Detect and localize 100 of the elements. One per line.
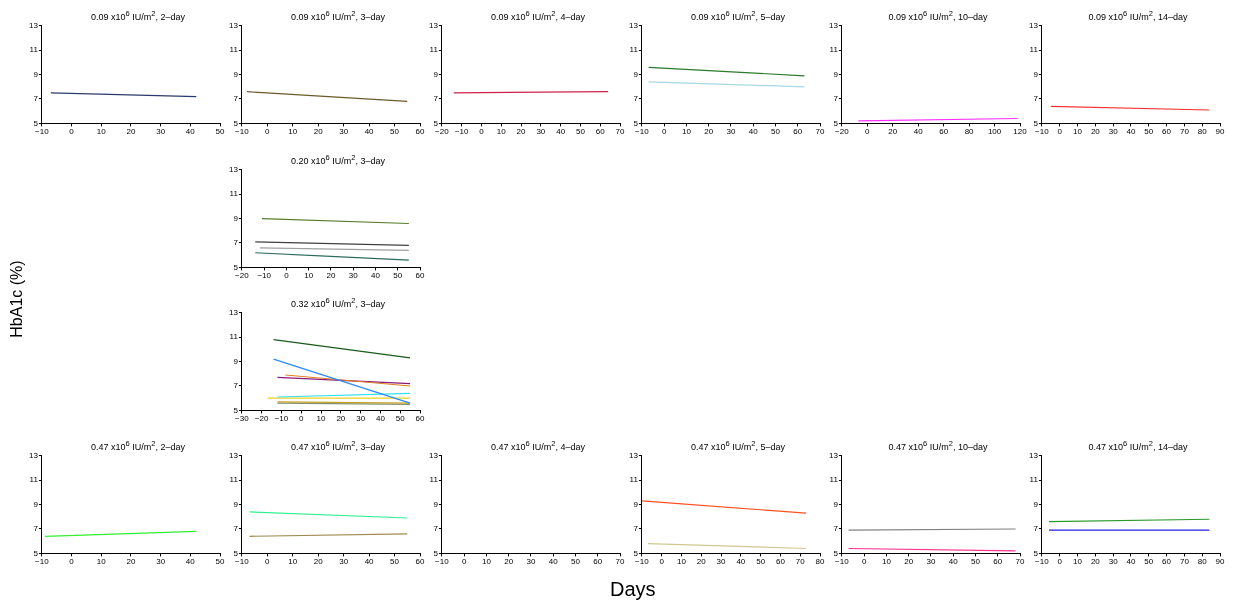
chart-title: 0.09 x10$^{6}$ IU/m$^{2}$, 10–day xyxy=(887,8,989,23)
x-tick-label: 0 xyxy=(461,557,467,567)
y-tick-label: 11 xyxy=(1029,45,1039,55)
y-tick-label: 9 xyxy=(1033,499,1039,509)
y-tick-label: 11 xyxy=(829,475,839,485)
chart-title: 0.09 x10$^{6}$ IU/m$^{2}$, 5–day xyxy=(690,8,786,23)
y-tick-label: 11 xyxy=(229,189,239,199)
x-tick-label: 20 xyxy=(888,127,898,137)
y-tick-label: 5 xyxy=(433,118,439,128)
x-tick-label: 40 xyxy=(548,557,559,567)
y-tick-label: 5 xyxy=(633,118,639,128)
x-tick-label: 30 xyxy=(156,127,166,137)
y-tick-label: 13 xyxy=(828,21,839,30)
chart-title: 0.09 x10$^{6}$ IU/m$^{2}$, 14–day xyxy=(1087,8,1189,23)
text: Days xyxy=(610,578,656,601)
x-tick-label: 0 xyxy=(661,127,667,137)
x-tick-label: 0 xyxy=(69,557,75,567)
x-tick-label: −20 xyxy=(835,127,850,137)
x-tick-label: 20 xyxy=(1090,557,1101,567)
y-tick-label: 7 xyxy=(233,524,239,534)
y-tick-label: 9 xyxy=(1033,69,1039,79)
x-tick-label: 60 xyxy=(775,557,786,567)
x-tick-label: 10 xyxy=(316,414,327,424)
y-tick-label: 5 xyxy=(33,548,39,558)
y-tick-label: 13 xyxy=(428,451,439,460)
x-tick-label: 40 xyxy=(1126,557,1136,567)
y-tick-label: 5 xyxy=(1033,118,1039,128)
x-tick-label: 70 xyxy=(1179,127,1190,137)
x-tick-label: 70 xyxy=(615,557,625,567)
y-tick-label: 13 xyxy=(428,21,439,30)
x-tick-label: 0 xyxy=(865,127,871,137)
x-tick-label: 80 xyxy=(1197,127,1208,137)
x-tick-label: 10 xyxy=(1073,557,1083,567)
x-tick-label: 90 xyxy=(1215,127,1225,137)
y-tick-label: 9 xyxy=(433,499,439,509)
y-tick-label: 11 xyxy=(1029,475,1039,485)
x-tick-label: 50 xyxy=(215,557,225,567)
y-tick-label: 13 xyxy=(228,165,239,174)
y-tick-label: 11 xyxy=(29,475,39,485)
y-tick-label: 9 xyxy=(233,69,239,79)
y-tick-label: 13 xyxy=(828,451,839,460)
x-tick-label: −20 xyxy=(254,414,270,424)
x-tick-label: −20 xyxy=(435,127,450,137)
x-tick-label: 40 xyxy=(364,557,375,567)
y-tick-label: 11 xyxy=(629,45,639,55)
x-tick-label: 30 xyxy=(356,414,366,424)
x-tick-label: 20 xyxy=(704,127,714,137)
x-tick-label: −10 xyxy=(1035,127,1050,137)
x-tick-label: −20 xyxy=(235,271,250,281)
x-tick-label: −10 xyxy=(35,557,50,567)
y-tick-label: 13 xyxy=(628,21,639,30)
x-tick-label: 20 xyxy=(904,557,914,567)
y-tick-label: 7 xyxy=(33,94,39,104)
x-tick-label: 60 xyxy=(415,414,425,424)
x-tick-label: 50 xyxy=(756,557,766,567)
x-tick-label: 80 xyxy=(815,557,825,567)
y-tick-label: 11 xyxy=(429,45,439,55)
x-tick-label: 10 xyxy=(496,127,507,137)
y-tick-label: 5 xyxy=(233,262,239,272)
x-tick-label: 40 xyxy=(913,127,924,137)
y-tick-label: 7 xyxy=(633,94,639,104)
x-tick-label: 10 xyxy=(96,557,107,567)
x-tick-label: 90 xyxy=(1215,557,1225,567)
y-tick-label: 13 xyxy=(628,451,639,460)
y-tick-label: 13 xyxy=(28,21,39,30)
x-tick-label: 0 xyxy=(659,557,665,567)
x-tick-label: 50 xyxy=(390,557,400,567)
x-tick-label: −10 xyxy=(435,557,450,567)
x-tick-label: 30 xyxy=(1108,557,1119,567)
x-tick-label: 30 xyxy=(926,557,936,567)
x-tick-label: 30 xyxy=(726,127,736,137)
y-tick-label: 13 xyxy=(28,451,39,460)
chart-title: 0.09 x10$^{6}$ IU/m$^{2}$, 4–day xyxy=(490,8,586,23)
x-tick-label: 30 xyxy=(348,271,359,281)
x-tick-label: 80 xyxy=(1197,557,1208,567)
x-tick-label: 40 xyxy=(364,127,375,137)
y-tick-label: 7 xyxy=(233,238,239,248)
y-tick-label: 5 xyxy=(633,548,639,558)
x-tick-label: −10 xyxy=(257,271,272,281)
x-tick-label: −10 xyxy=(35,127,50,137)
chart-title: 0.47 x10$^{6}$ IU/m$^{2}$, 14–day xyxy=(1087,438,1189,453)
x-tick-label: −10 xyxy=(835,557,850,567)
y-tick-label: 11 xyxy=(229,332,239,342)
y-tick-label: 7 xyxy=(433,524,439,534)
x-tick-label: 70 xyxy=(815,127,825,137)
y-tick-label: 7 xyxy=(1033,524,1039,534)
x-tick-label: 30 xyxy=(156,557,166,567)
x-tick-label: 60 xyxy=(939,127,949,137)
y-tick-label: 7 xyxy=(233,94,239,104)
x-tick-label: 10 xyxy=(881,557,892,567)
chart-title: 0.47 x10$^{6}$ IU/m$^{2}$, 5–day xyxy=(690,438,786,453)
x-tick-label: 20 xyxy=(326,271,336,281)
x-tick-label: −10 xyxy=(1035,557,1050,567)
x-tick-label: 0 xyxy=(69,127,75,137)
y-tick-label: 7 xyxy=(833,94,839,104)
x-tick-label: 10 xyxy=(96,127,107,137)
y-tick-label: 9 xyxy=(33,499,39,509)
y-tick-label: 5 xyxy=(1033,548,1039,558)
x-tick-label: 70 xyxy=(1179,557,1190,567)
y-tick-label: 7 xyxy=(1033,94,1039,104)
